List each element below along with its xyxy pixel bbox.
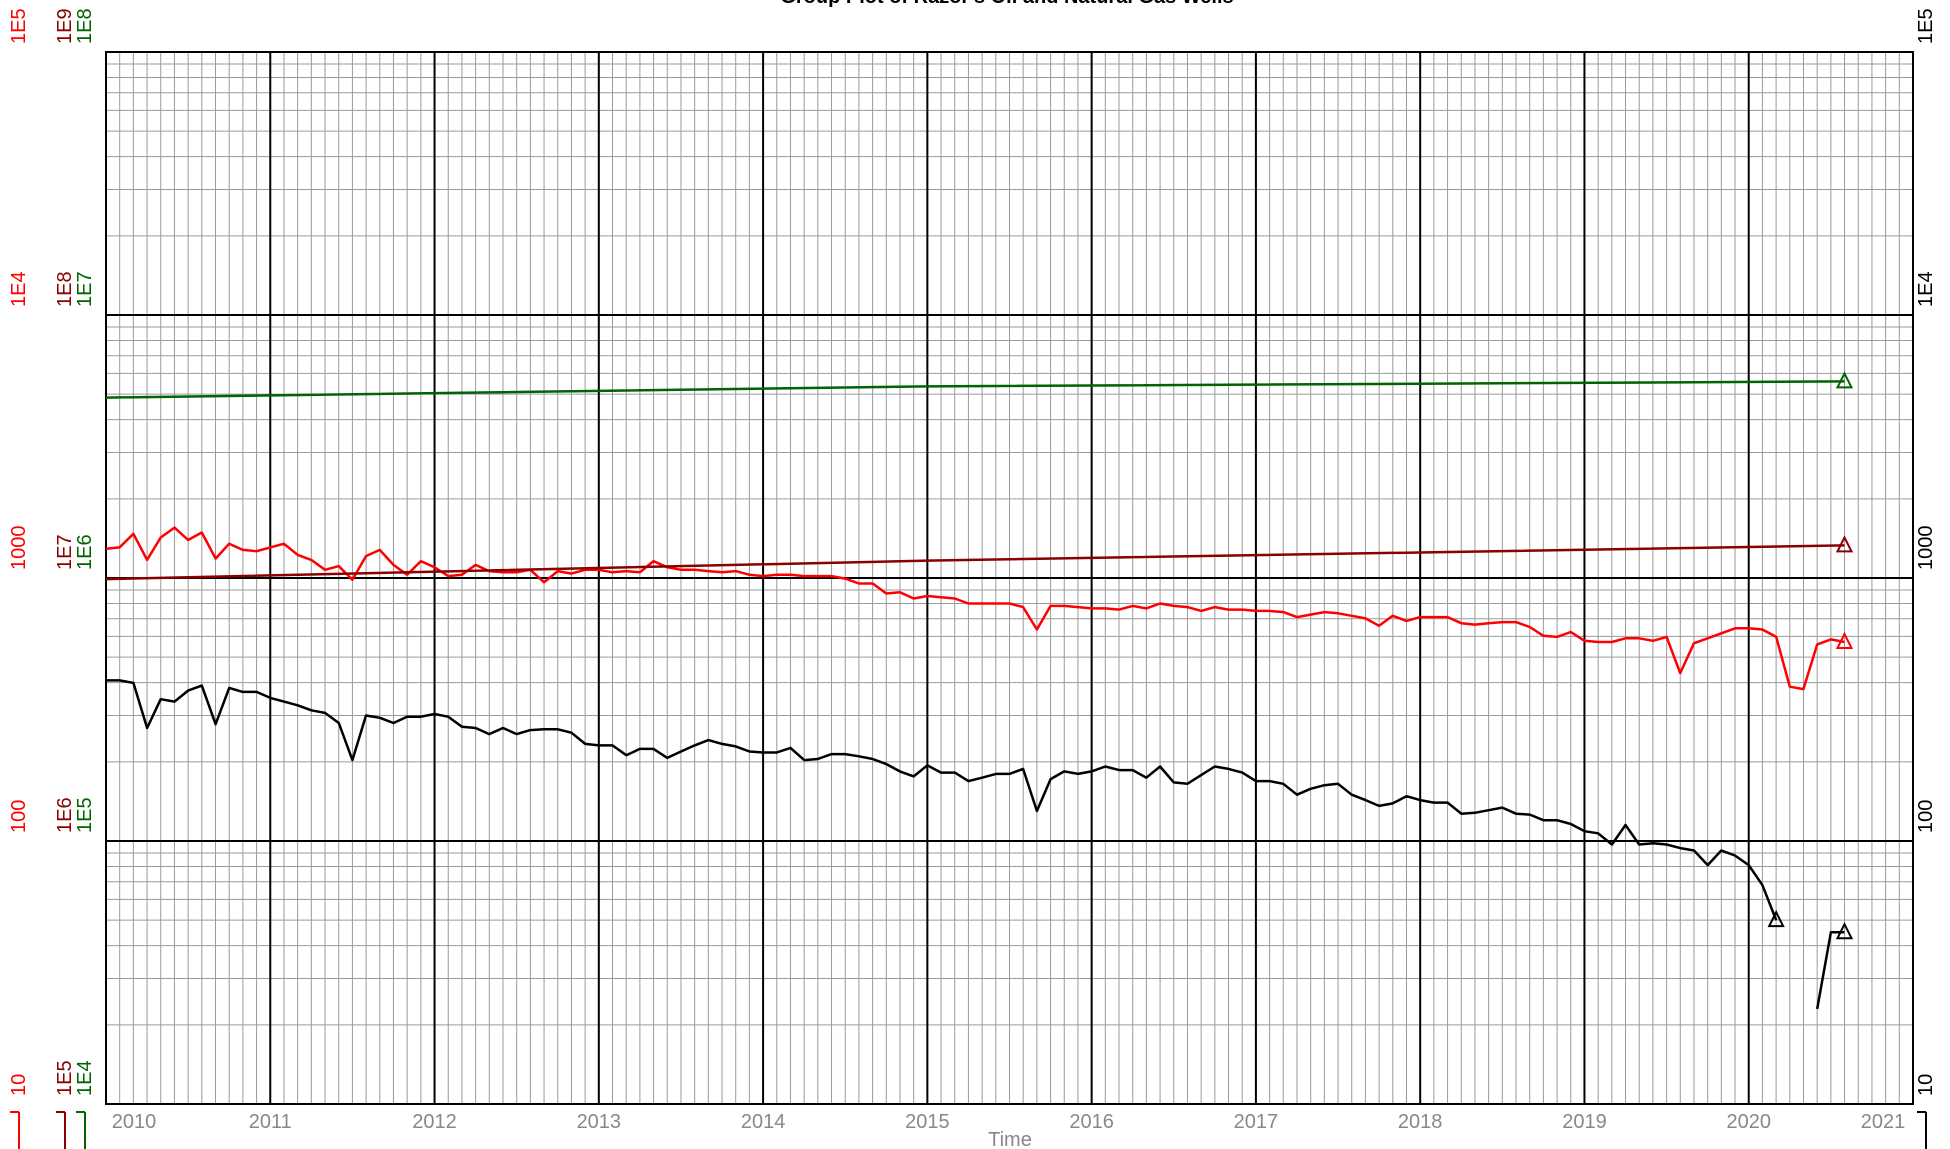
y-tick-label: 100 — [1915, 800, 1937, 833]
x-tick-label: 2016 — [1069, 1111, 1114, 1133]
y-tick-label: 1E8 — [54, 271, 76, 307]
series-line — [105, 544, 1845, 581]
y-tick-label: 1E7 — [54, 534, 76, 570]
y-tick-label: 10 — [8, 1074, 30, 1096]
y-tick-label: 10 — [1915, 1074, 1937, 1096]
series-line — [105, 526, 1845, 691]
x-tick-label: 2014 — [741, 1111, 786, 1133]
y-tick-label: 1E4 — [8, 271, 30, 307]
x-tick-label: 2020 — [1726, 1111, 1771, 1133]
y-tick-label: 1000 — [1915, 526, 1937, 571]
y-tick-label: 100 — [8, 800, 30, 833]
end-marker — [1835, 371, 1854, 389]
end-marker — [1835, 921, 1854, 940]
x-tick-label: 2011 — [249, 1111, 292, 1133]
end-marker — [1767, 909, 1785, 928]
y-tick-label: 1E6 — [54, 797, 76, 833]
y-tick-label: 1000 — [8, 526, 30, 571]
y-tick-label: 1E7 — [74, 271, 96, 307]
x-tick-label: 2019 — [1562, 1111, 1607, 1133]
series-line — [106, 679, 1778, 921]
x-axis-label: Time — [988, 1129, 1032, 1149]
series-line — [105, 380, 1845, 399]
y-tick-label: 1E8 — [74, 8, 96, 44]
y-tick-label: 1E5 — [1915, 8, 1937, 44]
y-tick-label: 1E5 — [8, 8, 30, 44]
y-tick-label: 1E5 — [54, 1060, 76, 1096]
x-tick-label: 2017 — [1234, 1111, 1279, 1133]
y-tick-label: 1E4 — [74, 1060, 96, 1096]
x-tick-label: 2018 — [1398, 1111, 1443, 1133]
end-marker — [1835, 535, 1854, 553]
x-tick-label: 2010 — [112, 1111, 157, 1133]
x-tick-label: 2015 — [905, 1111, 950, 1133]
x-tick-label: 2013 — [577, 1111, 622, 1133]
y-tick-label: 1E4 — [1915, 271, 1937, 307]
y-tick-label: 1E5 — [74, 797, 96, 833]
x-tick-label: 2012 — [412, 1111, 457, 1133]
y-tick-label: 1E9 — [54, 8, 76, 44]
end-marker — [1835, 631, 1854, 650]
chart-title: Group Plot of Razor's Oil and Natural Ga… — [780, 0, 1233, 8]
x-tick-label: 2021 — [1861, 1111, 1906, 1133]
y-tick-label: 1E6 — [74, 534, 96, 570]
